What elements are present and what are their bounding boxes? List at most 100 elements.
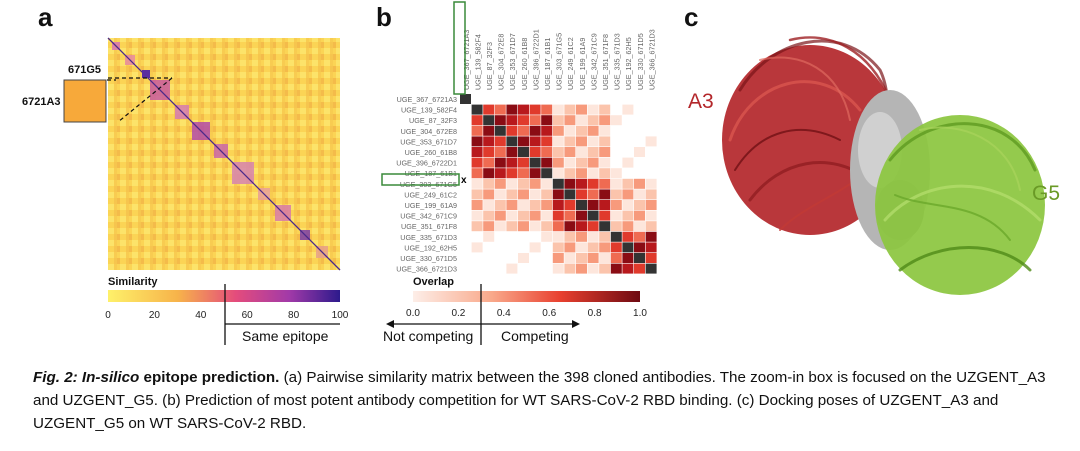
column-label: UGE_367_6721A3 [462, 30, 471, 90]
competition-cell [622, 94, 634, 104]
competition-cell [529, 242, 541, 253]
competition-cell [460, 136, 471, 147]
competition-cell [599, 189, 611, 200]
similarity-tick-label: 20 [149, 310, 161, 321]
competition-cell [634, 178, 645, 189]
competition-cell [587, 94, 599, 104]
competition-cell [460, 104, 471, 115]
column-label: UGE_351_671F8 [601, 34, 610, 90]
competition-cell [587, 221, 599, 232]
competition-cell [599, 178, 611, 189]
competition-cell [587, 242, 599, 253]
competition-cell [587, 210, 599, 221]
competition-cell [471, 157, 483, 168]
row-label: UGE_351_671F8 [401, 222, 457, 231]
competition-cell [541, 221, 553, 232]
column-highlight-box [453, 1, 466, 95]
competition-cell [610, 242, 622, 253]
not-competing-arrowhead [386, 320, 394, 328]
g5-antibody-structure [875, 115, 1045, 295]
competition-cell [529, 200, 541, 210]
competition-cell [460, 210, 471, 221]
competition-cell [541, 210, 553, 221]
competition-cell [518, 157, 529, 168]
competition-cell [494, 200, 506, 210]
competition-cell [483, 242, 495, 253]
overlap-tick-label: 0.4 [497, 308, 511, 319]
overlap-tick-label: 1.0 [633, 308, 647, 319]
competition-cell [587, 231, 599, 242]
competition-cell [483, 168, 495, 179]
caption-lead: Fig. 2: In-silico [33, 369, 140, 386]
competition-cell [645, 94, 657, 104]
competition-cell [622, 242, 634, 253]
competition-cell [529, 253, 541, 263]
competition-cell [622, 136, 634, 147]
competition-cell [564, 210, 576, 221]
row-label: UGE_249_61C2 [404, 190, 457, 199]
competition-cell [645, 136, 657, 147]
overlap-tick-label: 0.0 [406, 308, 420, 319]
competition-cell [622, 115, 634, 126]
competition-cell [599, 242, 611, 253]
competition-cell [483, 125, 495, 136]
competition-cell [610, 157, 622, 168]
competition-cell [471, 242, 483, 253]
competition-cell [552, 178, 564, 189]
competition-cell [529, 115, 541, 126]
overlap-colorbar [413, 291, 640, 302]
competition-cell [518, 94, 529, 104]
competition-cell [634, 125, 645, 136]
competition-cell [587, 157, 599, 168]
competition-cell [460, 231, 471, 242]
competition-cell [610, 221, 622, 232]
competition-cell [587, 104, 599, 115]
competition-cell [599, 147, 611, 157]
competition-cell [576, 136, 587, 147]
competition-cell [634, 115, 645, 126]
competition-cell [599, 168, 611, 179]
competition-cell [494, 210, 506, 221]
competition-cell [541, 178, 553, 189]
competition-cell [576, 210, 587, 221]
column-label: UGE_139_582F4 [473, 34, 482, 90]
competition-cell [552, 168, 564, 179]
competition-cell [471, 178, 483, 189]
competition-cell [645, 178, 657, 189]
competition-cell [645, 168, 657, 179]
competition-cell [471, 189, 483, 200]
docking-pose-figure [722, 36, 1045, 295]
not-competing-label: Not competing [383, 328, 474, 344]
column-label: UGE_199_61A9 [578, 38, 587, 90]
competition-cell [494, 115, 506, 126]
competition-cell [610, 210, 622, 221]
competition-cell [587, 168, 599, 179]
similarity-tick-label: 100 [332, 310, 349, 321]
competition-cell [622, 104, 634, 115]
competition-cell [518, 253, 529, 263]
competition-cell [634, 189, 645, 200]
competition-cell [622, 221, 634, 232]
competition-cell [552, 125, 564, 136]
competition-cell [576, 157, 587, 168]
column-label: UGE_335_671D3 [613, 33, 622, 90]
competition-cell [529, 178, 541, 189]
competition-cell [494, 221, 506, 232]
competition-cell [494, 178, 506, 189]
competition-cell [541, 115, 553, 126]
competition-cell [622, 263, 634, 274]
competition-cell [460, 253, 471, 263]
competition-cell [460, 200, 471, 210]
competition-cell [541, 200, 553, 210]
competition-cell [506, 94, 518, 104]
panel-a: 0 20 40 60 80 100 671G5 6721A3 Similarity Sam… [0, 0, 350, 350]
competition-cell [552, 200, 564, 210]
competition-cells [460, 94, 657, 274]
competition-cell [564, 157, 576, 168]
competition-cell [610, 94, 622, 104]
competition-cell [645, 125, 657, 136]
competition-cell [483, 104, 495, 115]
competition-cell [460, 263, 471, 274]
competition-cell [471, 104, 483, 115]
competition-cell [576, 125, 587, 136]
